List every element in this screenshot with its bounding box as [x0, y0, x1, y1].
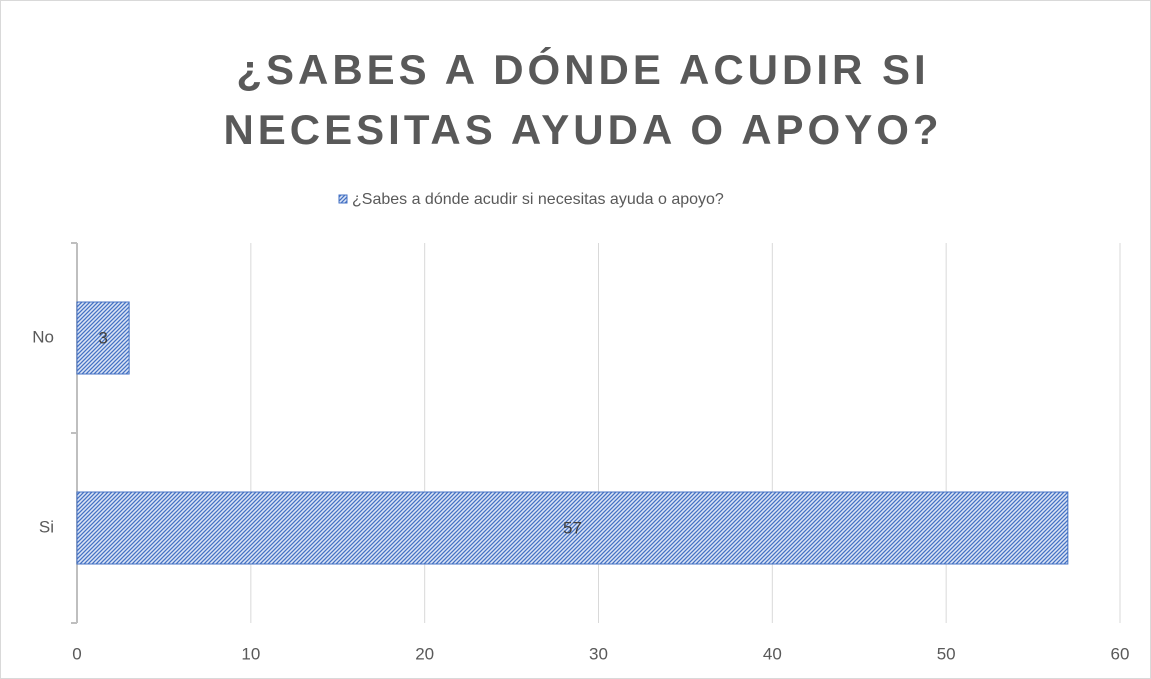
legend-swatch	[338, 194, 348, 204]
y-tick-label: No	[32, 327, 54, 346]
x-tick-label: 10	[241, 644, 260, 663]
data-label: 3	[98, 328, 107, 347]
x-tick-label: 20	[415, 644, 434, 663]
legend-label: ¿Sabes a dónde acudir si necesitas ayuda…	[352, 191, 724, 208]
data-label: 57	[563, 518, 582, 537]
x-tick-label: 50	[937, 644, 956, 663]
x-tick-label: 30	[589, 644, 608, 663]
x-tick-label: 60	[1111, 644, 1130, 663]
x-tick-label: 40	[763, 644, 782, 663]
x-tick-label: 0	[72, 644, 81, 663]
y-tick-label: Si	[39, 517, 54, 536]
bar	[76, 491, 1069, 565]
chart-title: ¿SABES A DÓNDE ACUDIR SI NECESITAS AYUDA…	[223, 46, 943, 153]
bar	[76, 301, 130, 375]
